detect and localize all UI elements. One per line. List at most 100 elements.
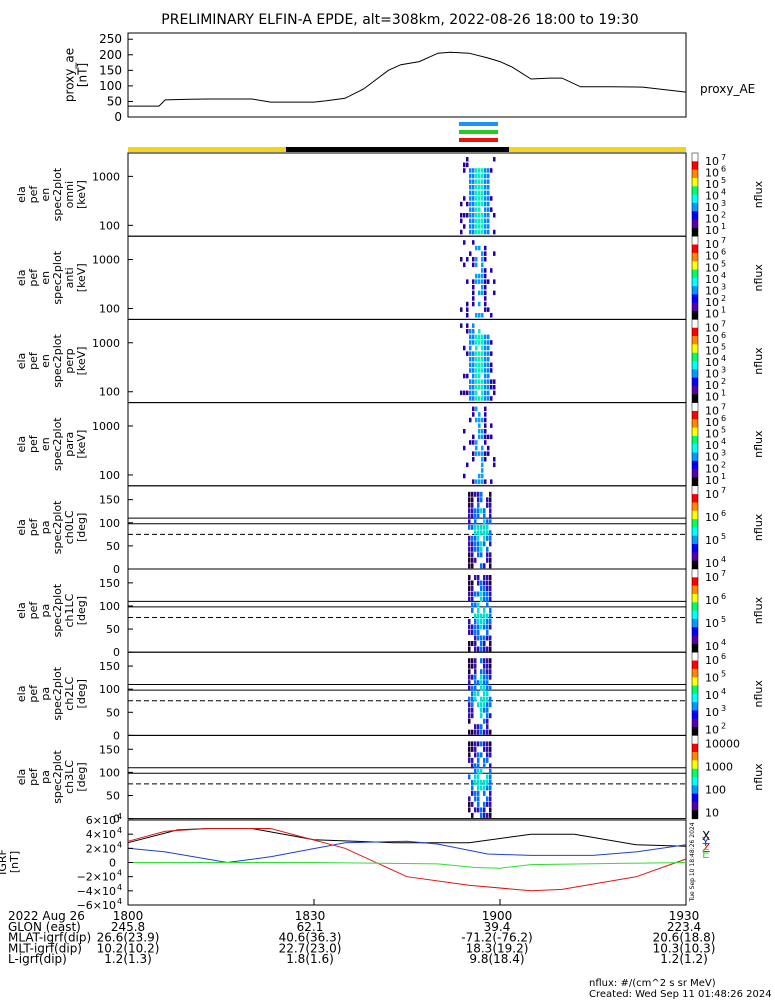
ylabel-line: ch2LC bbox=[63, 677, 76, 711]
colorbar-tick-label: 10 bbox=[705, 379, 719, 392]
spec-pixel bbox=[475, 257, 478, 262]
spec-pixel bbox=[469, 218, 472, 224]
spec-pixel bbox=[478, 368, 481, 373]
spec-pixel bbox=[469, 390, 472, 396]
igrf-tick-exp: 4 bbox=[117, 869, 122, 878]
proxy-ae-legend: proxy_AE bbox=[700, 82, 755, 96]
colorbar-tick-exp: 5 bbox=[721, 670, 726, 679]
spec-pixel bbox=[480, 680, 483, 686]
spec-pixel bbox=[487, 357, 490, 362]
spec-pixel bbox=[489, 674, 492, 680]
spec-pixel bbox=[481, 340, 484, 345]
spec-pixel bbox=[481, 357, 484, 362]
spec-pixel bbox=[460, 307, 463, 312]
spec-pixel bbox=[481, 462, 484, 468]
spec-pixel bbox=[490, 268, 493, 273]
spec-pixel bbox=[489, 713, 492, 719]
spec-pixel bbox=[474, 658, 477, 664]
spec-pixel bbox=[472, 362, 475, 368]
spec-pixel bbox=[469, 173, 472, 179]
colorbar-segment bbox=[692, 768, 698, 778]
spec-pixel bbox=[471, 597, 474, 602]
spec-pixel bbox=[475, 396, 478, 401]
igrf-line-Z bbox=[127, 828, 687, 892]
spec-pixel bbox=[486, 746, 489, 752]
spec-pixel bbox=[484, 245, 487, 251]
spec-pixel bbox=[477, 541, 480, 547]
spec-pixel bbox=[489, 641, 492, 646]
spec-pixel bbox=[487, 362, 490, 368]
colorbar-segment bbox=[692, 585, 698, 595]
spec-pixel bbox=[468, 552, 471, 558]
spec-pixel bbox=[484, 273, 487, 279]
spec-pixel bbox=[477, 630, 480, 635]
colorbar-segment bbox=[692, 319, 698, 329]
colorbar-tick-exp: 3 bbox=[721, 282, 726, 291]
spec-pixel bbox=[484, 334, 487, 340]
spec-pixel bbox=[487, 173, 490, 179]
spec-pixel bbox=[477, 591, 480, 597]
spec-pixel bbox=[483, 513, 486, 519]
spec-pixel bbox=[489, 801, 492, 807]
spec-pixel bbox=[480, 491, 483, 497]
x-row-label: L-igrf(dip) bbox=[8, 952, 67, 966]
spec-pixel bbox=[480, 524, 483, 530]
spec-pixel bbox=[486, 724, 489, 730]
spec-pixel bbox=[474, 624, 477, 630]
spec-pixel bbox=[483, 530, 486, 536]
spec-pixel bbox=[486, 718, 489, 724]
ylabel-line: pa bbox=[39, 521, 52, 535]
spec-pixel bbox=[484, 268, 487, 273]
spec-pixel bbox=[478, 173, 481, 179]
spec-pixel bbox=[487, 379, 490, 384]
spec-pixel bbox=[474, 591, 477, 597]
spec-pixel bbox=[468, 741, 471, 747]
ylabel-line: pef bbox=[27, 351, 40, 370]
colorbar-tick-label: 10 bbox=[705, 321, 719, 334]
igrf-line-Y bbox=[127, 840, 687, 864]
spec-pixel bbox=[481, 379, 484, 384]
spec-pixel bbox=[483, 801, 486, 807]
spec-pixel bbox=[475, 357, 478, 362]
igrf-tick-exp: 4 bbox=[117, 826, 122, 835]
spec-pixel bbox=[471, 546, 474, 552]
spec-pixel bbox=[468, 580, 471, 586]
colorbar-segment bbox=[692, 593, 698, 603]
colorbar-segment bbox=[692, 194, 698, 204]
ylabel-line: ela bbox=[15, 769, 28, 786]
spec-pixel bbox=[487, 451, 490, 456]
spec-pixel bbox=[474, 530, 477, 536]
igrf-line-X bbox=[127, 828, 687, 847]
y-tick-label: 100 bbox=[99, 469, 120, 482]
spec-pixel bbox=[481, 196, 484, 201]
spec-pixel bbox=[483, 757, 486, 763]
y-tick-label: 0 bbox=[113, 646, 120, 659]
spec-pixel bbox=[463, 345, 466, 351]
colorbar-segment bbox=[692, 402, 698, 412]
spec-pixel bbox=[489, 502, 492, 508]
spec-pixel bbox=[460, 229, 463, 235]
ylabel-line: anti bbox=[63, 267, 76, 288]
spec-pixel bbox=[489, 513, 492, 519]
spec-pixel bbox=[471, 812, 474, 818]
spec-pixel bbox=[468, 624, 471, 630]
spec-pixel bbox=[487, 201, 490, 207]
colorbar-tick-label: 10 bbox=[705, 213, 719, 226]
igrf-tick-label: 2×10 bbox=[86, 842, 116, 855]
spec-pixel bbox=[471, 779, 474, 785]
colorbar-tick-exp: 7 bbox=[721, 569, 726, 578]
spec-pixel bbox=[480, 580, 483, 586]
colorbar: 10000 1000 100 10 nflux bbox=[691, 735, 765, 820]
x-row-value: 40.6(36.3) bbox=[279, 931, 342, 945]
spec-pixel bbox=[487, 368, 490, 373]
spec-pixel bbox=[484, 185, 487, 190]
colorbar-tick-exp: 4 bbox=[721, 687, 726, 696]
spec-pixel bbox=[471, 552, 474, 558]
spec-pixel bbox=[483, 586, 486, 591]
spec-pixel bbox=[463, 429, 466, 434]
igrf-legend-item: Z bbox=[702, 841, 710, 855]
spec-pixel bbox=[477, 580, 480, 586]
spec-pixel bbox=[481, 385, 484, 390]
spec-pixel bbox=[487, 390, 490, 396]
spec-pixel bbox=[460, 257, 463, 262]
